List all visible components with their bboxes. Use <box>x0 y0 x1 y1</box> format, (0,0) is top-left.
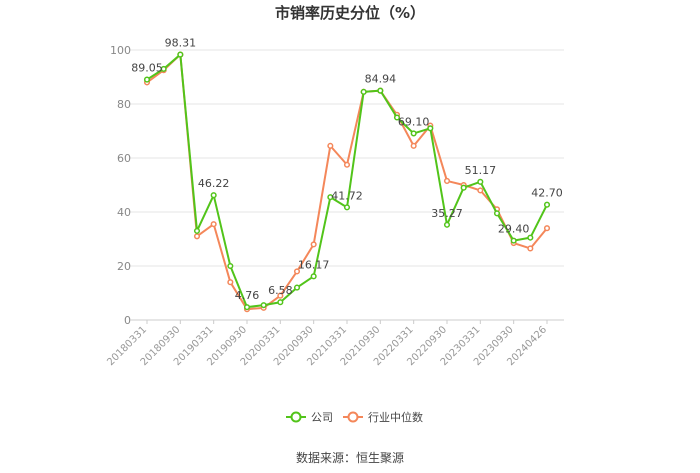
data-label: 98.31 <box>165 37 197 50</box>
series-point-0 <box>527 234 534 241</box>
series-point-1 <box>410 142 417 149</box>
series-point-1 <box>443 177 451 184</box>
series-point-1 <box>227 279 234 286</box>
series-point-1 <box>193 233 201 240</box>
series-point-1 <box>293 268 301 275</box>
series-point-0 <box>177 51 184 58</box>
legend-marker <box>290 411 302 423</box>
series-point-1 <box>310 241 317 248</box>
data-label: 89.05 <box>131 62 163 75</box>
data-label: 51.17 <box>465 164 497 177</box>
chart-title: 市销率历史分位（%） <box>275 4 425 22</box>
series-point-0 <box>460 184 467 191</box>
data-source: 数据来源：恒生聚源 <box>296 450 404 465</box>
series-point-0 <box>210 192 217 199</box>
series-1 <box>143 51 551 313</box>
data-label: 41.72 <box>331 189 363 202</box>
legend-item-1[interactable]: 行业中位数 <box>343 410 423 424</box>
y-tick-label: 20 <box>117 260 131 273</box>
series-point-0 <box>477 178 484 185</box>
series-point-0 <box>327 194 334 201</box>
series-point-0 <box>260 302 267 309</box>
y-tick-label: 80 <box>117 98 131 111</box>
series-point-0 <box>160 65 167 72</box>
series-point-1 <box>477 187 484 194</box>
series-point-0 <box>243 304 251 311</box>
y-tick-label: 60 <box>117 152 131 165</box>
data-label: 4.76 <box>235 289 260 302</box>
series-point-0 <box>193 227 201 234</box>
series-point-1 <box>543 225 551 232</box>
series-point-1 <box>343 161 351 168</box>
series-point-0 <box>293 284 301 291</box>
y-tick-label: 40 <box>117 206 131 219</box>
legend-label: 公司 <box>311 411 333 424</box>
series-point-1 <box>527 245 534 252</box>
series-point-0 <box>143 76 151 83</box>
series-point-0 <box>227 262 234 270</box>
legend-marker <box>347 411 359 423</box>
y-tick-label: 0 <box>124 314 131 327</box>
data-label: 84.94 <box>365 73 397 86</box>
series-point-0 <box>277 299 284 306</box>
grid-lines <box>130 49 564 321</box>
series-0 <box>143 51 551 311</box>
series-point-0 <box>443 221 451 228</box>
series-point-1 <box>210 221 217 228</box>
series-point-0 <box>310 273 317 280</box>
y-tick-label: 100 <box>110 44 131 57</box>
series-point-1 <box>327 142 334 149</box>
data-label: 42.70 <box>531 187 563 200</box>
data-label: 6.58 <box>268 284 293 297</box>
data-label: 46.22 <box>198 177 230 190</box>
series-point-0 <box>360 88 367 95</box>
data-label: 29.40 <box>498 223 530 236</box>
series-point-1 <box>277 292 284 299</box>
data-label: 16.17 <box>298 258 330 271</box>
data-label: 35.27 <box>431 207 463 220</box>
series-point-0 <box>343 204 351 211</box>
legend-label: 行业中位数 <box>368 410 423 424</box>
series-layer <box>143 51 551 313</box>
legend[interactable]: 公司 行业中位数 <box>286 410 423 424</box>
series-point-0 <box>410 130 417 137</box>
data-label: 69.10 <box>398 115 430 128</box>
series-point-0 <box>427 125 434 132</box>
legend-item-0[interactable]: 公司 <box>286 411 333 424</box>
series-point-0 <box>377 87 384 94</box>
series-point-0 <box>393 114 401 121</box>
series-point-0 <box>493 210 501 217</box>
series-point-0 <box>510 237 517 244</box>
series-point-0 <box>543 201 551 208</box>
